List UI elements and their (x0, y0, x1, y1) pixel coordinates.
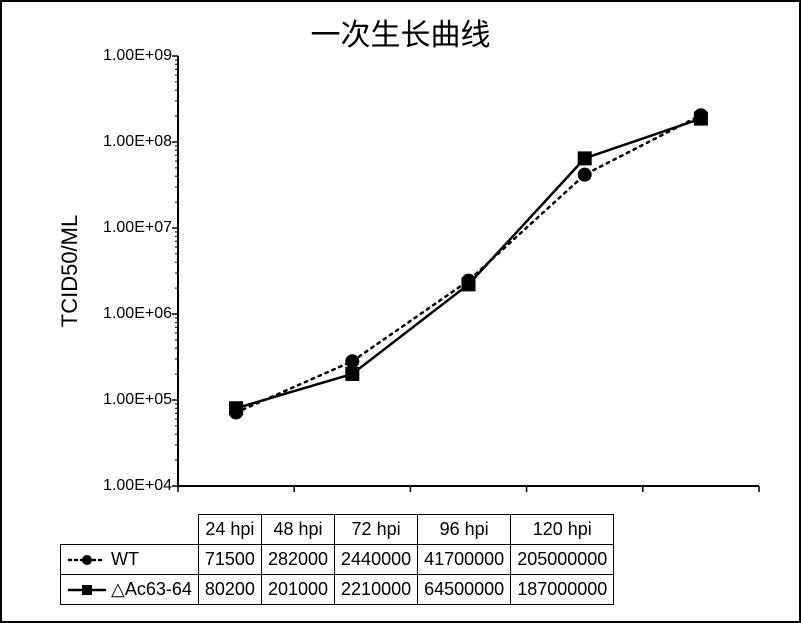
legend-swatch-icon (67, 550, 107, 570)
table-data-cell: 64500000 (418, 574, 511, 604)
legend-swatch-icon (67, 580, 107, 600)
table-header-cell: 120 hpi (511, 514, 614, 544)
series-name: △Ac63-64 (111, 579, 192, 599)
y-tick-label: 1.00E+07 (103, 219, 172, 237)
table-data-cell: 41700000 (418, 544, 511, 574)
table-data-cell: 71500 (198, 544, 261, 574)
plot-region (178, 56, 759, 486)
legend-cell: WT (61, 544, 199, 574)
table-data-cell: 2210000 (335, 574, 418, 604)
y-tick-label: 1.00E+08 (103, 133, 172, 151)
chart-area: TCID50/ML 1.00E+041.00E+051.00E+061.00E+… (60, 56, 779, 486)
plot-svg (178, 56, 759, 486)
y-tick-label: 1.00E+09 (103, 47, 172, 65)
table-header-cell: 48 hpi (261, 514, 334, 544)
chart-frame: 一次生长曲线 TCID50/ML 1.00E+041.00E+051.00E+0… (0, 0, 801, 623)
table-data-cell: 80200 (198, 574, 261, 604)
table-header-cell: 96 hpi (418, 514, 511, 544)
table-corner-cell (61, 514, 199, 544)
y-tick-label: 1.00E+04 (103, 477, 172, 495)
y-axis-ticks: 1.00E+041.00E+051.00E+061.00E+071.00E+08… (80, 56, 176, 486)
legend-cell: △Ac63-64 (61, 574, 199, 604)
table-header-cell: 24 hpi (198, 514, 261, 544)
y-tick-label: 1.00E+05 (103, 391, 172, 409)
table-data-cell: 187000000 (511, 574, 614, 604)
table-row: △Ac63-64 80200201000221000064500000187000… (61, 574, 614, 604)
table-header-cell: 72 hpi (335, 514, 418, 544)
y-tick-label: 1.00E+06 (103, 305, 172, 323)
table-data-cell: 201000 (261, 574, 334, 604)
table-data-cell: 2440000 (335, 544, 418, 574)
table-header-row: 24 hpi48 hpi72 hpi96 hpi120 hpi (61, 514, 614, 544)
data-table: 24 hpi48 hpi72 hpi96 hpi120 hpi WT 7150028… (60, 514, 614, 606)
table-row: WT 71500282000244000041700000205000000 (61, 544, 614, 574)
series-name: WT (111, 549, 139, 569)
table-data-cell: 205000000 (511, 544, 614, 574)
table-data-cell: 282000 (261, 544, 334, 574)
